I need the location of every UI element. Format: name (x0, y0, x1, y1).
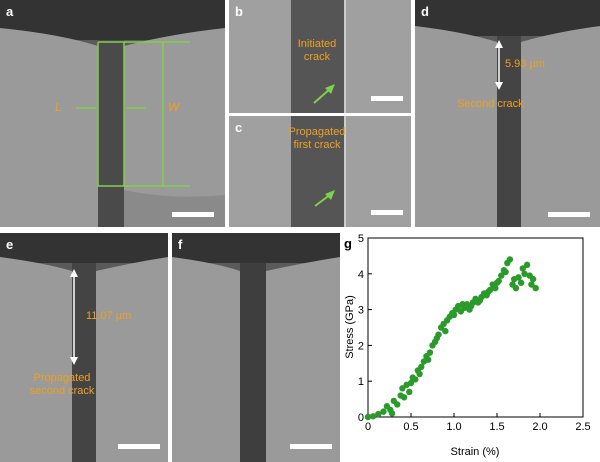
panel-e-annotation-line2: second crack (29, 385, 95, 397)
stress-strain-chart: g 0 0.5 1.0 1.5 2.0 2.5 0 1 2 3 4 5 Strain (%) Stre… (344, 233, 591, 458)
panel-e-image (0, 233, 168, 462)
data-point (425, 356, 432, 363)
panel-f-label: f (178, 237, 183, 252)
x-tick-label: 2.0 (532, 421, 547, 433)
panel-d: d 5.93 µm Second crack (415, 0, 600, 227)
panel-c-image (229, 116, 411, 227)
panel-a-W-label: W (168, 100, 180, 114)
data-point (400, 394, 408, 401)
data-point (485, 288, 492, 295)
data-point (511, 275, 518, 283)
data-point (450, 311, 458, 319)
panel-f-image (172, 233, 340, 462)
panel-b-label: b (235, 4, 243, 19)
panel-a: a L W (0, 0, 225, 227)
panel-e-annotation: Propagated second crack (12, 372, 112, 398)
panel-e-label: e (6, 237, 14, 252)
panel-d-label: d (421, 4, 429, 19)
panel-e-scale-bar (118, 444, 160, 449)
panel-d-scale-bar (548, 212, 590, 217)
y-tick-label: 0 (358, 412, 364, 424)
data-point (476, 297, 483, 304)
y-axis-label: Stress (GPa) (344, 295, 356, 359)
data-point (442, 327, 449, 335)
data-point (388, 410, 396, 417)
data-point (433, 335, 440, 342)
panel-b: b Initiated crack (229, 0, 411, 113)
y-tick-label: 4 (358, 269, 364, 281)
data-point (380, 408, 387, 415)
data-point (375, 410, 382, 418)
data-point (364, 413, 372, 421)
chart-points (364, 256, 539, 421)
panel-d-measurement: 5.93 µm (505, 58, 545, 70)
data-point (532, 284, 539, 292)
x-tick-label: 0.5 (403, 421, 418, 433)
panel-a-guides (76, 41, 190, 187)
panel-b-scale-bar (371, 96, 403, 101)
data-point (528, 281, 535, 288)
data-point (426, 349, 434, 356)
panel-c-arrow-icon (314, 190, 335, 207)
panel-c-annotation-line1: Propagated (288, 126, 346, 138)
data-point (418, 363, 425, 371)
data-point (498, 272, 505, 279)
panel-a-image (0, 0, 225, 227)
y-tick-label: 2 (358, 340, 364, 352)
data-point (394, 401, 401, 408)
panel-b-arrow-icon (313, 84, 335, 104)
y-tick-label: 1 (358, 376, 364, 388)
data-point (506, 256, 514, 263)
data-point (459, 301, 466, 308)
data-point (407, 379, 415, 387)
data-point (406, 388, 413, 396)
data-point (468, 302, 475, 310)
x-tick-label: 1.5 (489, 421, 504, 433)
panel-a-L-label: L (55, 100, 62, 114)
panel-d-annotation: Second crack (457, 98, 524, 110)
panel-f-scale-bar (290, 444, 332, 449)
panel-e: e 11.07 µm Propagated second crack (0, 233, 168, 462)
panel-e-measure-arrow-icon (70, 269, 78, 365)
panel-b-annotation-line1: Initiated (297, 38, 337, 50)
panel-e-measurement: 11.07 µm (86, 310, 132, 322)
data-point (517, 279, 525, 286)
panel-a-label: a (6, 4, 14, 19)
panel-g-label: g (344, 236, 352, 251)
data-point (369, 413, 377, 420)
y-tick-label: 5 (358, 233, 364, 245)
data-point (529, 275, 537, 283)
panel-c-scale-bar (371, 210, 403, 215)
x-tick-label: 2.5 (575, 421, 590, 433)
x-axis-label: Strain (%) (451, 446, 500, 458)
panel-d-measure-arrow-icon (495, 40, 503, 90)
panel-c-annotation-line2: first crack (293, 139, 341, 151)
data-point (412, 376, 419, 383)
panel-c-label: c (235, 120, 243, 135)
data-point (519, 265, 526, 272)
data-point (399, 385, 406, 392)
data-point (523, 261, 531, 269)
data-point (493, 279, 501, 286)
data-point (512, 284, 520, 292)
panel-b-annotation-line2: crack (303, 51, 331, 63)
y-tick-label: 3 (358, 305, 364, 317)
panel-c: c Propagated first crack (229, 116, 411, 227)
panel-f: f (172, 233, 340, 462)
panel-b-annotation: Initiated crack (281, 38, 353, 64)
panel-b-image (229, 0, 411, 113)
x-tick-label: 0 (365, 421, 371, 433)
panel-d-image (415, 0, 600, 227)
chart-ticks: 0 0.5 1.0 1.5 2.0 2.5 0 1 2 3 4 5 (358, 233, 591, 433)
panel-e-annotation-line1: Propagated (33, 372, 91, 384)
data-point (502, 268, 509, 276)
panel-a-scale-bar (172, 212, 214, 217)
data-point (492, 284, 499, 292)
panel-g: g 0 0.5 1.0 1.5 2.0 2.5 0 1 2 3 4 5 Strain (%) Stre… (340, 232, 600, 462)
plot-frame (367, 237, 584, 418)
x-tick-label: 1.0 (446, 421, 461, 433)
data-point (521, 270, 528, 277)
panel-c-annotation: Propagated first crack (275, 126, 359, 152)
data-point (416, 370, 423, 378)
